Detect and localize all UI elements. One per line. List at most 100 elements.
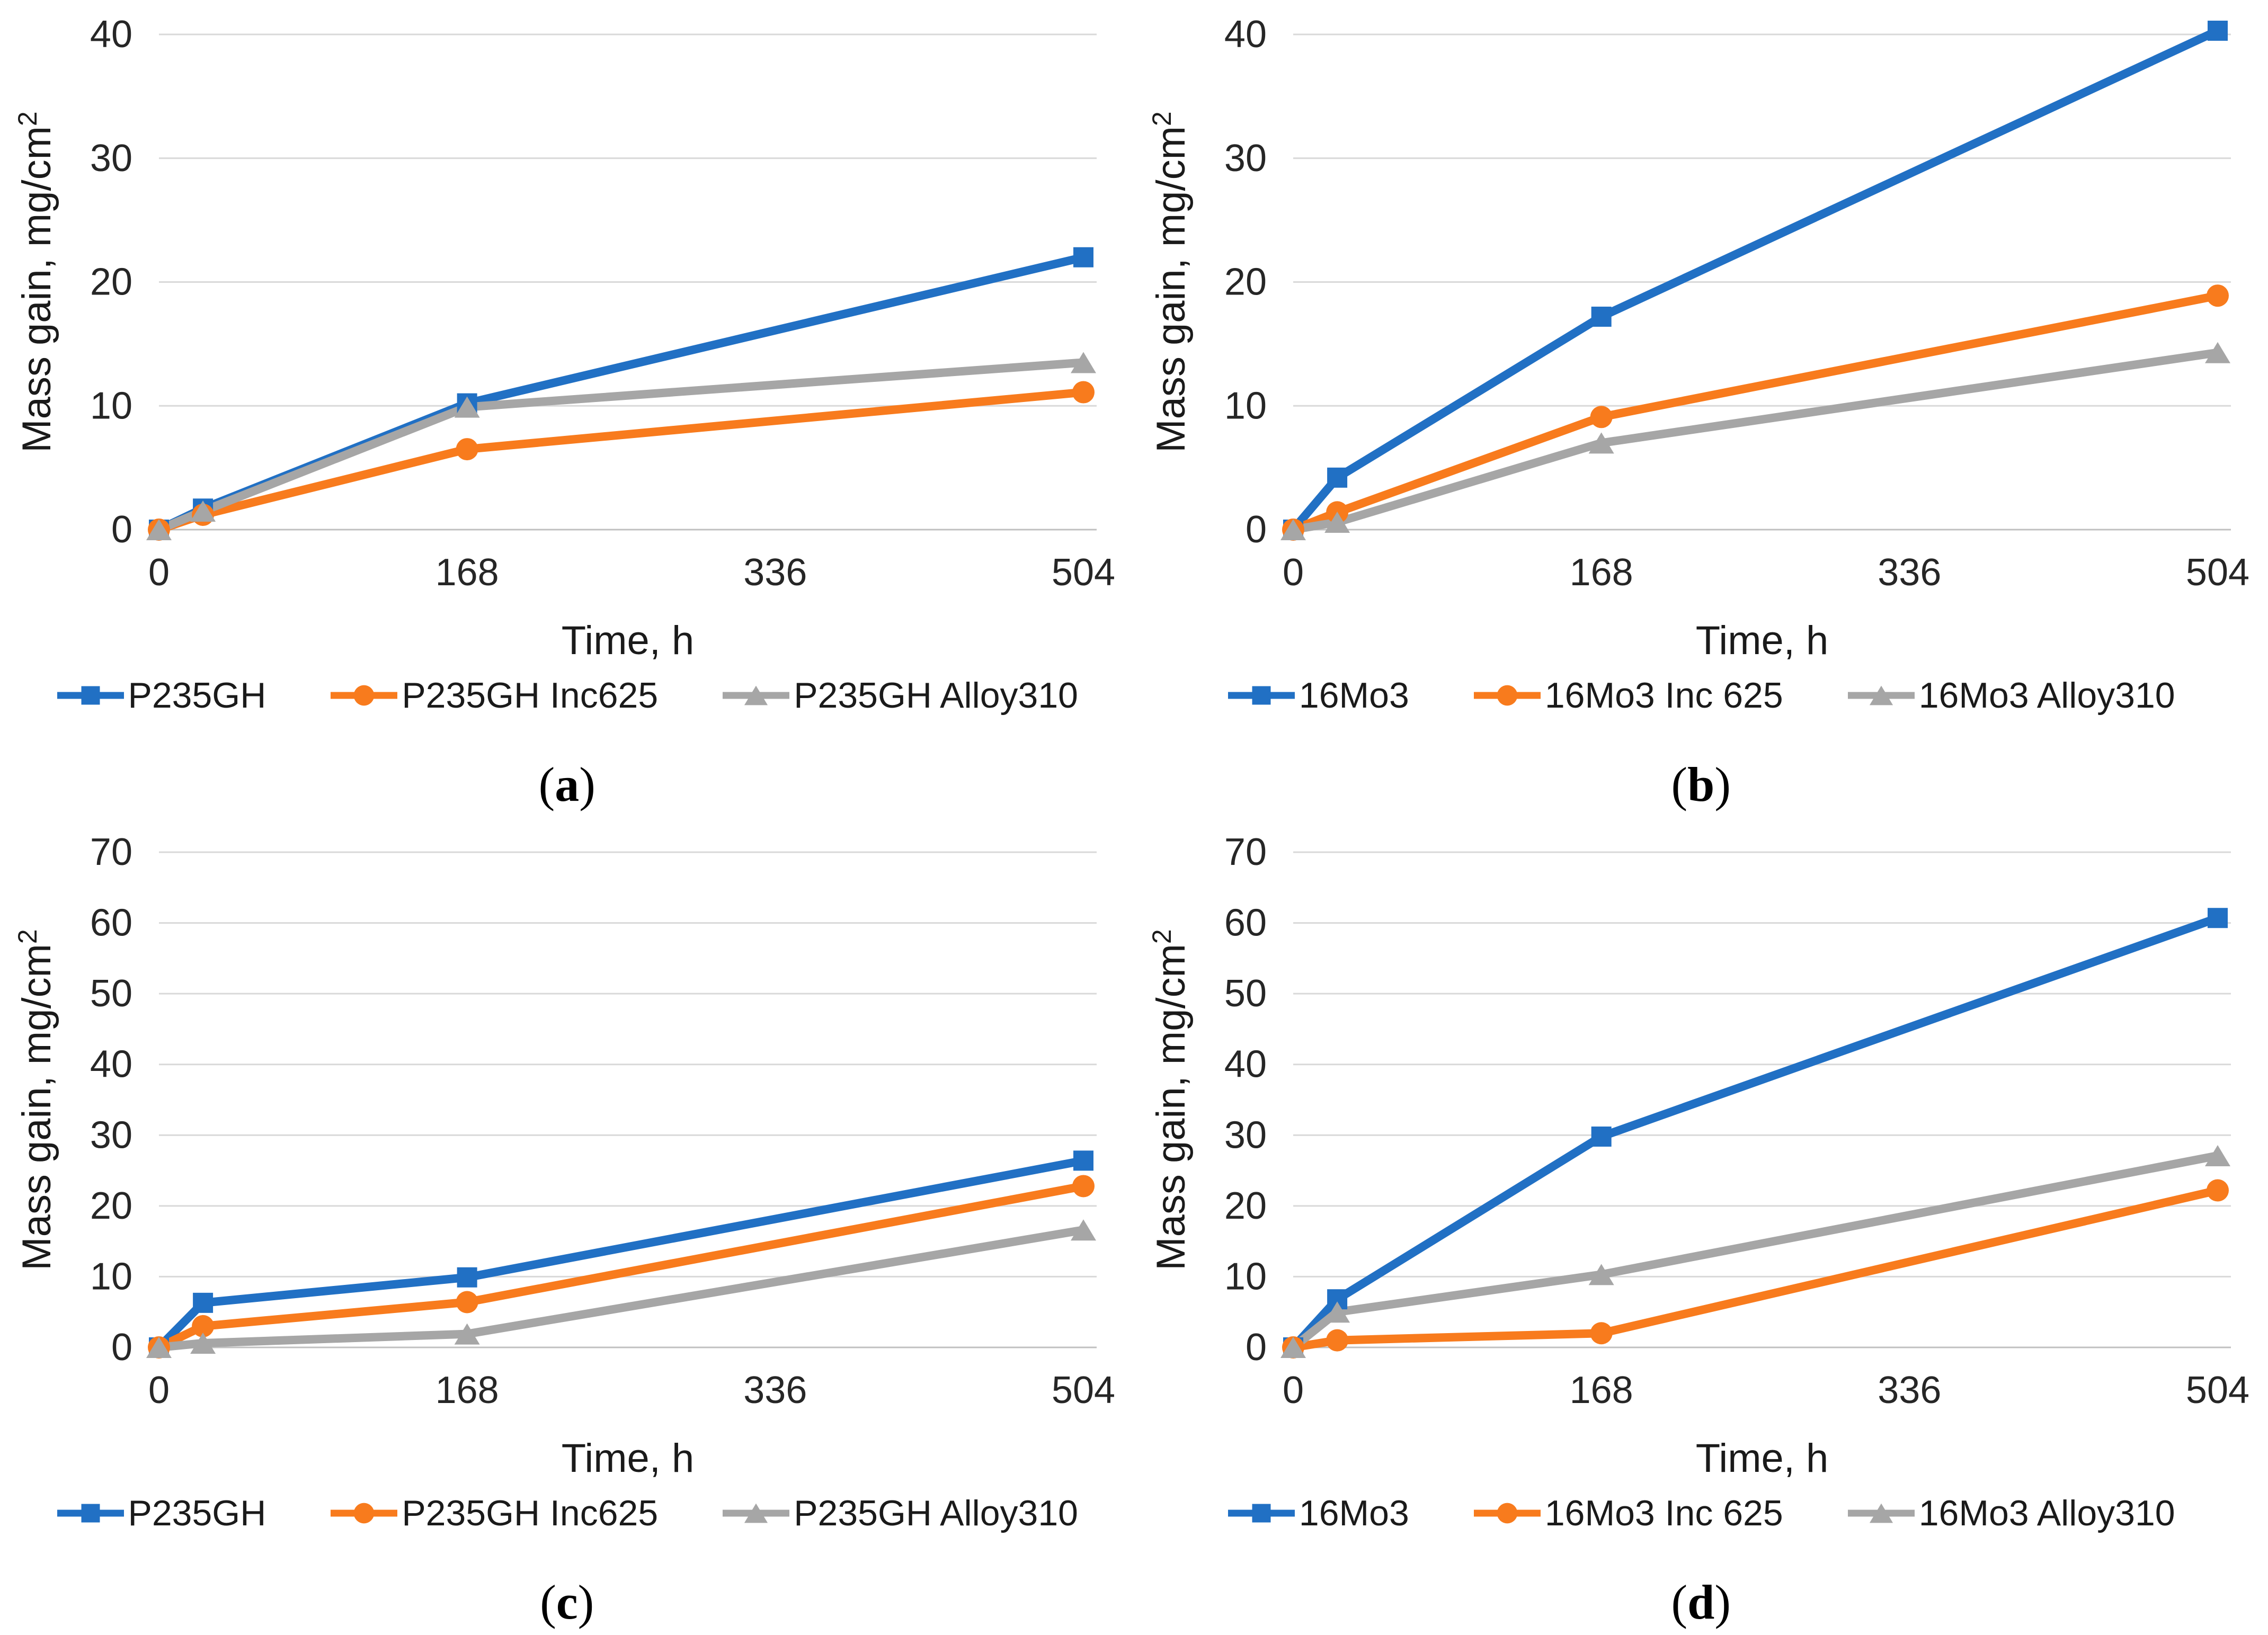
- data-point-triangle-marker: [454, 396, 480, 418]
- data-point-square-marker: [1327, 467, 1347, 488]
- data-point-square-marker: [1252, 686, 1271, 705]
- y-tick-label: 60: [90, 901, 132, 944]
- legend: 16Mo3 16Mo3 Inc 625 16Mo3 Alloy310: [1227, 1489, 2175, 1537]
- legend-item: 16Mo3: [1227, 675, 1409, 716]
- y-axis-title-main: Mass gain, mg/cm: [14, 126, 59, 453]
- data-point-circle-marker: [1072, 381, 1095, 404]
- y-tick-label: 40: [90, 13, 132, 56]
- data-point-circle-marker: [1497, 1503, 1518, 1523]
- data-point-circle-marker: [1497, 685, 1518, 706]
- legend-triangle-marker-icon: [723, 1503, 790, 1523]
- y-tick-label: 0: [111, 508, 132, 551]
- y-axis-title-main: Mass gain, mg/cm: [1149, 126, 1194, 453]
- y-axis-title: Mass gain, mg/cm2: [13, 111, 59, 452]
- y-tick-label: 70: [90, 831, 132, 873]
- panel-b: 0 10 20 30 40 0 168 336 504 Time, h Mass gain, mg/…: [1134, 0, 2268, 818]
- caption-cap-close: ): [1714, 757, 1731, 811]
- panel-a: 0 10 20 30 40 0 168 336 504 Time, h Mass gain, mg/…: [0, 0, 1134, 818]
- legend-square-marker-icon: [57, 686, 124, 705]
- y-axis-title: Mass gain, mg/cm2: [1147, 929, 1194, 1270]
- legend: P235GH P235GH Inc625 P235GH Alloy310: [56, 672, 1078, 719]
- data-point-square-marker: [1591, 1126, 1612, 1147]
- data-point-triangle-marker: [2204, 342, 2230, 363]
- caption-cap-close: ): [579, 757, 595, 811]
- y-tick-label: 20: [1224, 1184, 1267, 1227]
- data-point-triangle-marker: [190, 500, 216, 522]
- y-tick-label: 60: [1224, 901, 1267, 944]
- y-tick-label: 10: [1224, 1255, 1267, 1298]
- legend-square-marker-icon: [1228, 1504, 1295, 1522]
- caption-cap-open: (: [1671, 757, 1688, 811]
- legend-item: 16Mo3 Alloy310: [1847, 1493, 2175, 1534]
- legend-label: P235GH Alloy310: [794, 1493, 1078, 1533]
- x-tick-label: 336: [744, 551, 807, 594]
- line-chart: 0 10 20 30 40 0 168 336 504 Time, h Mass gain, mg/…: [13, 13, 1115, 662]
- legend: 16Mo3 16Mo3 Inc 625 16Mo3 Alloy310: [1227, 672, 2175, 719]
- y-tick-label: 20: [1224, 261, 1267, 303]
- line-chart: 0 10 20 30 40 50 60 70 0 168 336 504 Time, h Mass gai…: [13, 831, 1115, 1480]
- data-point-square-marker: [1073, 1150, 1094, 1171]
- legend-item: P235GH Inc625: [330, 675, 658, 716]
- data-point-triangle-marker: [1588, 432, 1614, 454]
- y-tick-label: 30: [90, 137, 132, 180]
- x-tick-label: 0: [1283, 551, 1304, 594]
- data-point-square-marker: [1073, 247, 1094, 267]
- data-point-square-marker: [193, 1292, 214, 1313]
- caption-cap-letter: d: [1687, 1575, 1715, 1629]
- y-tick-label: 10: [90, 385, 132, 427]
- legend-item: 16Mo3 Alloy310: [1847, 675, 2175, 716]
- legend-label: P235GH: [128, 1493, 266, 1533]
- data-point-triangle-marker: [2204, 1145, 2230, 1166]
- data-point-triangle-marker: [146, 519, 172, 540]
- caption-cap-letter: b: [1687, 757, 1715, 811]
- legend-item: 16Mo3 Inc 625: [1473, 1493, 1783, 1534]
- y-tick-label: 20: [90, 261, 132, 303]
- legend-item: P235GH Alloy310: [722, 1493, 1078, 1534]
- data-point-triangle-marker: [1280, 519, 1306, 540]
- y-tick-label: 0: [111, 1326, 132, 1369]
- legend-item: P235GH: [56, 1493, 266, 1534]
- x-tick-label: 168: [435, 551, 499, 594]
- panel-caption: (d): [1671, 1574, 1731, 1630]
- series-line: [155, 388, 1088, 534]
- data-point-triangle-marker: [1588, 1263, 1614, 1285]
- y-tick-label: 50: [1224, 972, 1267, 1015]
- data-point-square-marker: [1591, 306, 1612, 327]
- data-point-circle-marker: [192, 1315, 215, 1337]
- x-axis-title: Time, h: [562, 618, 695, 662]
- data-point-triangle-marker: [146, 1336, 172, 1358]
- caption-cap-close: ): [1714, 1575, 1731, 1629]
- legend-circle-marker-icon: [1473, 1503, 1541, 1523]
- line-chart: 0 10 20 30 40 0 168 336 504 Time, h Mass gain, mg/…: [1147, 13, 2249, 662]
- x-axis-title: Time, h: [1695, 1436, 1828, 1480]
- legend-circle-marker-icon: [331, 685, 398, 706]
- data-point-triangle-marker: [1869, 685, 1893, 705]
- y-tick-label: 0: [1246, 508, 1267, 551]
- panel-caption: (b): [1671, 756, 1731, 812]
- y-tick-label: 40: [1224, 13, 1267, 56]
- y-tick-label: 10: [90, 1255, 132, 1298]
- x-tick-label: 504: [1052, 1369, 1115, 1411]
- series-line: [155, 358, 1088, 534]
- y-tick-label: 50: [90, 972, 132, 1015]
- caption-cap-open: (: [540, 1575, 556, 1629]
- line-chart: 0 10 20 30 40 50 60 70 0 168 336 504 Time, h Mass gai…: [1147, 831, 2249, 1480]
- y-axis-title: Mass gain, mg/cm2: [1147, 111, 1194, 452]
- y-axis-title-superscript: 2: [1147, 111, 1177, 126]
- y-tick-label: 0: [1246, 1326, 1267, 1369]
- data-point-square-marker: [1252, 1504, 1271, 1522]
- data-point-circle-marker: [1590, 1321, 1613, 1344]
- data-point-triangle-marker: [1324, 1301, 1350, 1323]
- y-tick-label: 70: [1224, 831, 1267, 873]
- legend-square-marker-icon: [57, 1504, 124, 1522]
- legend-item: P235GH Inc625: [330, 1493, 658, 1534]
- legend-label: 16Mo3: [1298, 675, 1409, 716]
- data-point-circle-marker: [1072, 1174, 1095, 1197]
- data-point-triangle-marker: [744, 685, 768, 705]
- x-tick-label: 504: [2186, 1369, 2249, 1411]
- legend-label: P235GH: [128, 675, 266, 716]
- legend-label: 16Mo3 Alloy310: [1918, 1493, 2175, 1533]
- x-tick-label: 0: [148, 551, 170, 594]
- y-axis-title-superscript: 2: [13, 929, 42, 944]
- data-point-triangle-marker: [1869, 1503, 1893, 1523]
